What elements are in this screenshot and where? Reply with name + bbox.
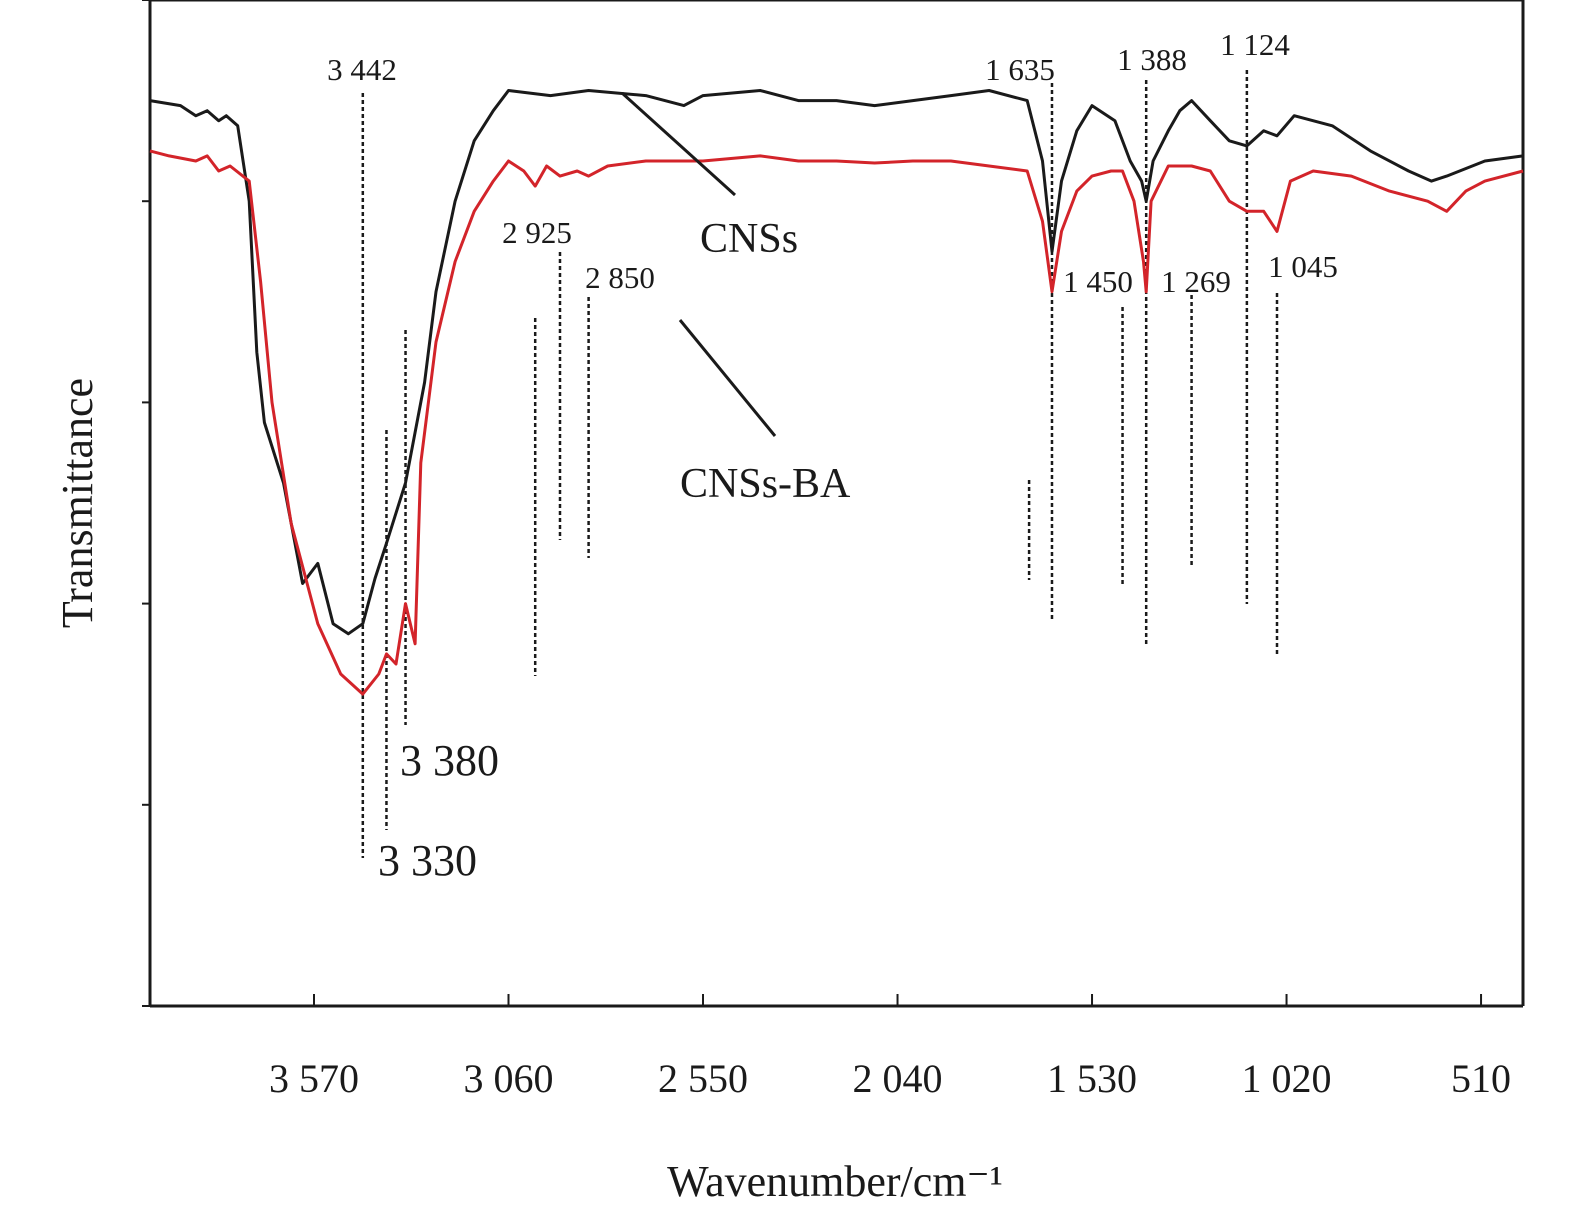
- x-tick-label: 1 020: [1242, 1056, 1332, 1101]
- peak-marker-label: 2 925: [502, 215, 572, 250]
- plot-frame: [148, 0, 1525, 1008]
- series-label-leader: [678, 319, 777, 437]
- peak-marker-label: 3 380: [400, 736, 499, 785]
- peak-marker-label: 1 269: [1161, 264, 1231, 299]
- series-lines: [149, 89, 1524, 696]
- peak-marker-labels: 3 442 3 380 3 330 2 925 2 850 1 635 1 450 1 388…: [327, 27, 1338, 885]
- y-axis-ticks: [142, 0, 150, 1007]
- x-tick-label: 3 570: [269, 1056, 359, 1101]
- series-label: CNSs: [700, 216, 798, 262]
- series-line-cnss-ba: [149, 149, 1524, 696]
- x-tick-label: 510: [1451, 1056, 1511, 1101]
- peak-marker-label: 1 450: [1063, 264, 1133, 299]
- peak-marker-label: 1 045: [1268, 249, 1338, 284]
- x-tick-label: 2 040: [853, 1056, 943, 1101]
- peak-marker-lines: [361, 70, 1279, 858]
- peak-marker-label: 3 442: [327, 52, 397, 87]
- peak-marker-label: 2 850: [585, 260, 655, 295]
- x-tick-label: 2 550: [658, 1056, 748, 1101]
- y-axis-title: Transmittance: [53, 378, 102, 628]
- series-label-leaders: [620, 91, 777, 437]
- series-labels: CNSs CNSs-BA: [680, 216, 851, 507]
- x-axis-title: Wavenumber/cm⁻¹: [667, 1157, 1003, 1206]
- x-tick-label: 3 060: [464, 1056, 554, 1101]
- x-tick-label: 1 530: [1047, 1056, 1137, 1101]
- peak-marker-label: 3 330: [378, 836, 477, 885]
- peak-marker-label: 1 635: [985, 52, 1055, 87]
- series-label: CNSs-BA: [680, 461, 851, 507]
- series-label-leader: [620, 91, 737, 197]
- x-axis-ticks: 3 570 3 060 2 550 2 040 1 530 1 020 510: [269, 994, 1511, 1101]
- peak-marker-label: 1 124: [1220, 27, 1290, 62]
- peak-marker-label: 1 388: [1117, 42, 1187, 77]
